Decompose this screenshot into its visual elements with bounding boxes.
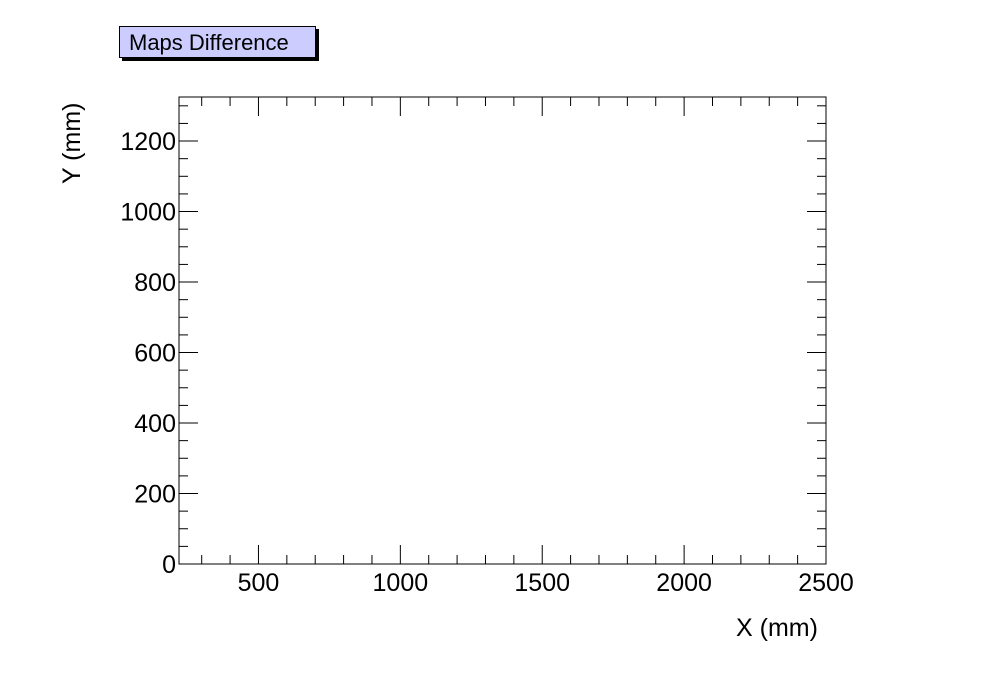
y-tick-labels: 0 200 400 600 800 1000 1200 <box>120 128 176 579</box>
y-axis-title: Y (mm) <box>58 102 86 184</box>
y-tick-label: 1200 <box>120 128 176 156</box>
y-axis-title-wrap: Y (mm) <box>40 88 135 188</box>
y-tick-label: 400 <box>134 410 176 438</box>
y-tick-label: 0 <box>162 551 176 579</box>
x-tick-labels: 500 1000 1500 2000 2500 <box>238 569 854 597</box>
x-axis-title: X (mm) <box>736 614 818 642</box>
x-tick-label: 1000 <box>373 569 429 597</box>
y-tick-label: 800 <box>134 269 176 297</box>
plot-frame <box>178 96 827 565</box>
x-tick-label: 2000 <box>656 569 712 597</box>
y-tick-label: 1000 <box>120 199 176 227</box>
chart-title: Maps Difference <box>119 26 316 58</box>
y-tick-label: 600 <box>134 340 176 368</box>
x-tick-label: 500 <box>238 569 280 597</box>
y-tick-label: 200 <box>134 481 176 509</box>
axis-ticks <box>179 97 827 565</box>
x-tick-label: 1500 <box>514 569 570 597</box>
x-tick-label: 2500 <box>798 569 854 597</box>
